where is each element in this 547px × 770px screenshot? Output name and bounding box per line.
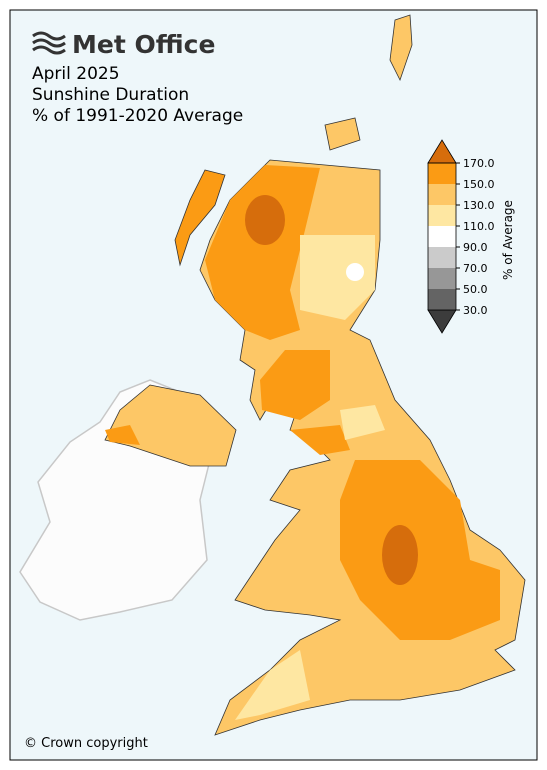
shetland-orkney <box>324 14 413 151</box>
colorbar-bin <box>428 163 456 184</box>
colorbar-bin <box>428 184 456 205</box>
title-line: % of 1991-2020 Average <box>32 106 243 126</box>
colorbar-tick-label: 50.0 <box>463 283 488 296</box>
colorbar-bin <box>428 226 456 247</box>
colorbar-bin <box>428 205 456 226</box>
colorbar-tick-label: 150.0 <box>463 178 495 191</box>
title-line: April 2025 <box>32 64 120 84</box>
colorbar-tick-label: 30.0 <box>463 304 488 317</box>
western-isles <box>174 169 226 267</box>
colorbar-tick-label: 70.0 <box>463 262 488 275</box>
colorbar-bin <box>428 289 456 310</box>
logo-icon <box>32 31 66 55</box>
colorbar: 30.0 50.0 70.0 90.0 110.0 130.0 150.0 170.0 <box>427 139 495 334</box>
colorbar-tick-label: 110.0 <box>463 220 495 233</box>
northern-ireland <box>104 384 237 467</box>
logo-text: Met Office <box>72 30 215 59</box>
colorbar-bin <box>428 268 456 289</box>
colorbar-outline <box>427 162 457 311</box>
colorbar-tick-label: 90.0 <box>463 241 488 254</box>
colorbar-label: % of Average <box>501 200 515 280</box>
colorbar-tick-label: 170.0 <box>463 157 495 170</box>
great-britain <box>199 159 526 736</box>
title-line: Sunshine Duration <box>32 85 189 105</box>
colorbar-tick-label: 130.0 <box>463 199 495 212</box>
copyright: © Crown copyright <box>24 736 148 751</box>
colorbar-bin <box>428 247 456 268</box>
